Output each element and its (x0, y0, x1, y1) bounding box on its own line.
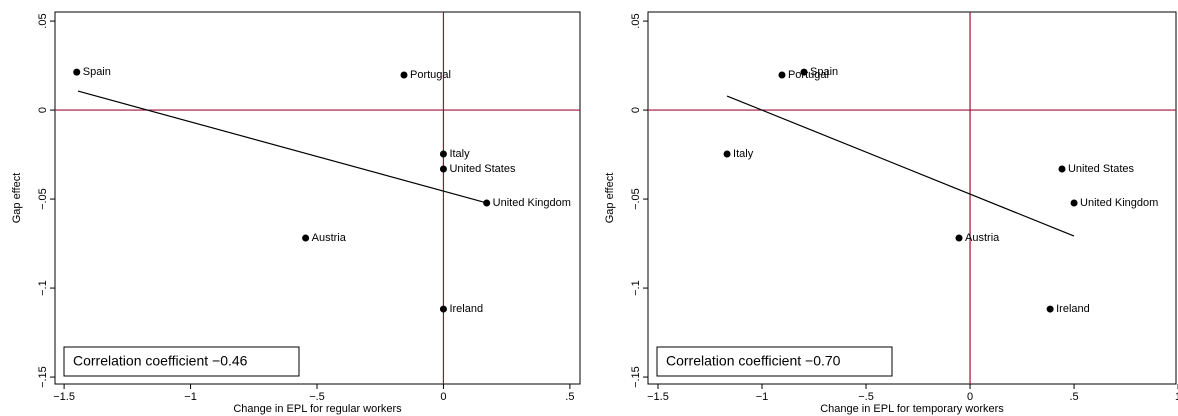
point (439, 305, 447, 313)
point (1058, 165, 1066, 173)
plot-frame (54, 11, 581, 385)
annotation: Correlation coefficient −0.70 (666, 353, 841, 369)
fit-line (726, 95, 1075, 237)
y-tick-label: .05 (630, 13, 642, 28)
point-label: Italy (733, 148, 754, 160)
x-tick-label: 0 (967, 391, 973, 403)
x-tick-label: −1.5 (53, 391, 75, 403)
y-tick-label: −.05 (630, 188, 642, 210)
point (73, 68, 81, 76)
y-tick-label: −.15 (37, 366, 49, 388)
annotation-box (656, 346, 893, 377)
point (800, 68, 808, 76)
point-label: United Kingdom (493, 197, 571, 209)
point-label: Portugal (788, 69, 829, 81)
y-axis-label: Gap effect (604, 173, 616, 224)
point (1070, 199, 1078, 207)
point (723, 150, 731, 158)
point (483, 199, 491, 207)
x-axis-label: Change in EPL for temporary workers (820, 403, 1004, 415)
point (439, 165, 447, 173)
point-label: Italy (449, 148, 470, 160)
point-label: Portugal (410, 69, 451, 81)
point (1046, 305, 1054, 313)
x-tick-label: −1 (184, 391, 197, 403)
point-label: United States (1068, 163, 1135, 175)
point-label: Ireland (449, 303, 483, 315)
x-tick-label: −1 (756, 391, 769, 403)
x-tick-label: 1 (1175, 391, 1178, 403)
point (302, 234, 310, 242)
point-label: Spain (810, 66, 838, 78)
x-tick-label: −.5 (309, 391, 325, 403)
y-tick-label: −.05 (37, 188, 49, 210)
fit-line (77, 90, 487, 204)
point-label: United States (449, 163, 516, 175)
point-label: United Kingdom (1080, 197, 1158, 209)
y-tick-label: 0 (630, 107, 642, 113)
point (400, 71, 408, 79)
annotation: Correlation coefficient −0.46 (73, 353, 248, 369)
y-axis-label: Gap effect (11, 173, 23, 224)
point (439, 150, 447, 158)
plot-frame (647, 11, 1177, 385)
point (778, 71, 786, 79)
y-tick-label: −.1 (630, 280, 642, 296)
y-tick-label: −.15 (630, 366, 642, 388)
x-tick-label: .5 (565, 391, 574, 403)
annotation-box (63, 346, 300, 377)
x-tick-label: .5 (1069, 391, 1078, 403)
point-label: Ireland (1056, 303, 1090, 315)
point-label: Spain (83, 66, 111, 78)
point-label: Austria (965, 232, 1000, 244)
x-axis-label: Change in EPL for regular workers (233, 403, 402, 415)
point-label: Austria (312, 232, 347, 244)
point (955, 234, 963, 242)
x-tick-label: −.5 (858, 391, 874, 403)
y-tick-label: .05 (37, 13, 49, 28)
y-tick-label: −.1 (37, 280, 49, 296)
y-tick-label: 0 (37, 107, 49, 113)
x-tick-label: 0 (440, 391, 446, 403)
x-tick-label: −1.5 (647, 391, 669, 403)
